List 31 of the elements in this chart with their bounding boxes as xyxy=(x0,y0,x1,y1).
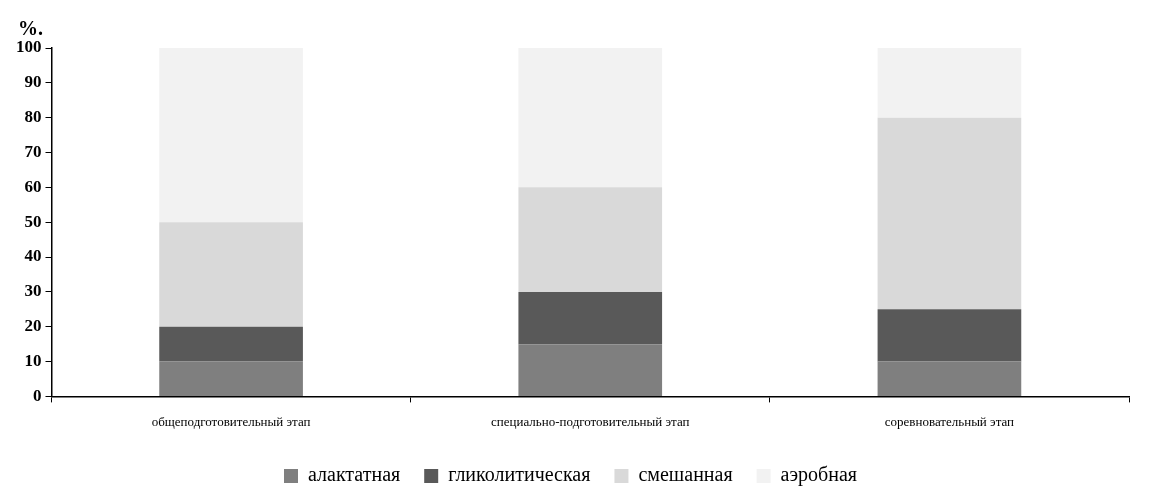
legend-label: смешанная xyxy=(638,463,733,486)
y-tick-label: 0 xyxy=(33,385,42,405)
y-tick-label: 10 xyxy=(24,350,42,370)
legend-label: гликолитическая xyxy=(448,463,591,486)
bar xyxy=(159,48,303,223)
x-tick-label: общеподготовительный этап xyxy=(151,413,311,429)
y-tick-label: 40 xyxy=(24,246,42,266)
y-tick-label: 90 xyxy=(24,72,42,92)
legend-label: аэробная xyxy=(780,463,858,487)
y-tick-label: 20 xyxy=(24,316,42,336)
bar xyxy=(159,222,303,327)
bar xyxy=(159,326,303,362)
bar xyxy=(159,361,303,396)
bar xyxy=(518,291,663,345)
x-tick-label: соревновательный этап xyxy=(884,413,1015,429)
y-tick-label: 100 xyxy=(16,37,42,57)
x-tick-label: специально-подготовительный этап xyxy=(491,413,690,429)
y-tick-label: 70 xyxy=(24,141,42,161)
bar xyxy=(518,48,663,188)
y-tick-label: 80 xyxy=(24,107,42,127)
bar xyxy=(518,344,663,396)
y-axis-title: %. xyxy=(18,17,43,40)
bar xyxy=(877,117,1022,310)
y-tick-label: 60 xyxy=(24,176,42,196)
y-tick-label: 30 xyxy=(24,281,42,301)
y-tick-label: 50 xyxy=(24,211,42,231)
bar xyxy=(518,187,663,292)
legend-label: алактатная xyxy=(307,463,401,486)
bar xyxy=(877,361,1022,396)
bar xyxy=(877,309,1022,362)
bar xyxy=(877,48,1022,118)
